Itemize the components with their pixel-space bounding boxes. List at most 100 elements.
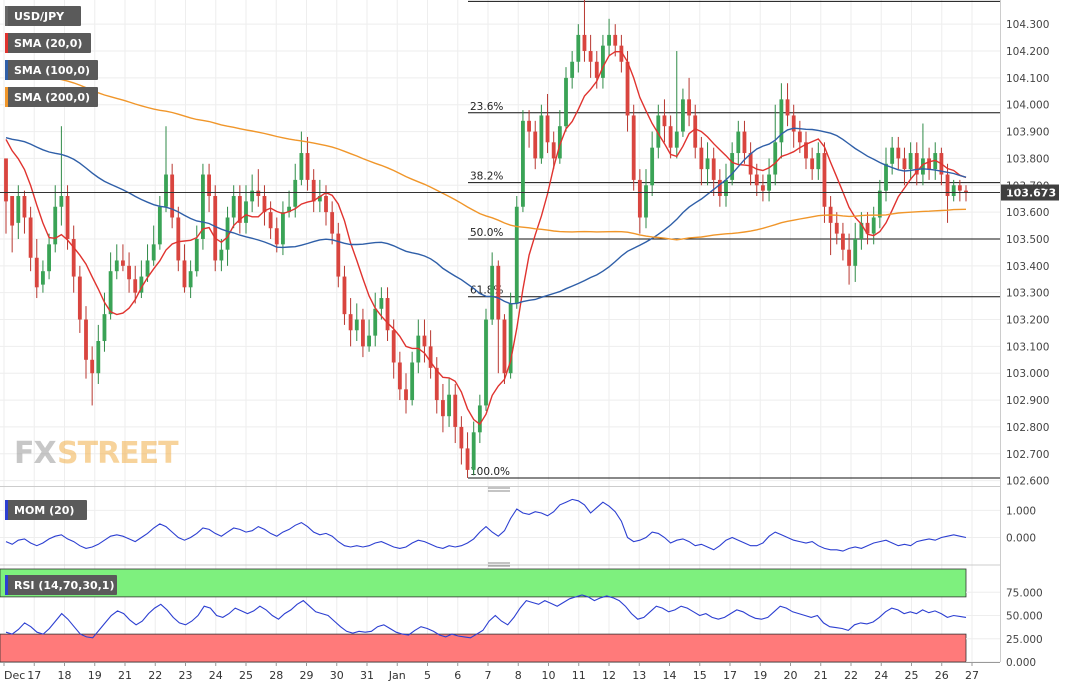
candle [170, 163, 175, 229]
candle-body [754, 174, 759, 186]
candle-body [822, 153, 827, 207]
candle-body [201, 174, 205, 239]
candle [693, 104, 698, 159]
mom-tick-label: 1.000 [1006, 505, 1036, 517]
candle-body [348, 314, 353, 331]
sma20-tag[interactable]: SMA (20,0) [5, 33, 91, 53]
candle-body [268, 212, 273, 229]
candle-body [367, 335, 371, 347]
candle [84, 306, 88, 379]
candle [361, 308, 365, 358]
candle-body [262, 196, 267, 213]
candle-body [145, 260, 150, 277]
candle [681, 88, 685, 137]
legend-tag-bg [5, 6, 81, 26]
candle-body [521, 120, 525, 207]
main-panel [0, 0, 1000, 486]
candle-body [681, 99, 685, 132]
candle [539, 104, 544, 164]
legend-color-swatch [5, 60, 8, 80]
candle [841, 222, 845, 261]
rsi-oversold-zone [0, 633, 967, 663]
legend-tag-bg [5, 575, 117, 595]
candle-body [34, 257, 39, 288]
legend-tag-label: SMA (200,0) [14, 91, 90, 104]
candle [194, 225, 199, 277]
candle-body [514, 206, 519, 304]
date-tick-label: 18 [58, 669, 72, 682]
candle-body [502, 319, 507, 374]
candle-body [662, 115, 667, 127]
candle [22, 190, 27, 234]
candle [724, 163, 728, 207]
candle [47, 233, 51, 280]
candle [705, 142, 710, 186]
price-tick-label: 104.100 [1006, 73, 1049, 85]
rsi-tick-label: 0.000 [1006, 657, 1036, 669]
candle-body [477, 405, 482, 433]
candle-body [4, 158, 8, 202]
date-tick-label: 24 [874, 669, 888, 682]
date-tick-label: 25 [239, 669, 253, 682]
main-plot-area [0, 0, 1000, 486]
candle-body [127, 265, 131, 280]
candle-body [964, 190, 968, 193]
candle [336, 222, 341, 288]
sma100-tag[interactable]: SMA (100,0) [5, 60, 98, 80]
candle-body [761, 185, 765, 191]
candle [847, 233, 851, 285]
candle-body [213, 196, 218, 261]
rsi-tick-label: 50.000 [1006, 611, 1043, 623]
candle-body [588, 51, 593, 62]
candle [576, 24, 581, 73]
mom-tag[interactable]: MOM (20) [5, 500, 87, 520]
candle-body [533, 131, 538, 159]
fibonacci-levels: 23.6% 38.2% 50.0% 61.8% 100.0% [468, 0, 1000, 479]
candle [330, 201, 335, 245]
candle-body [619, 45, 624, 62]
date-tick-label: 24 [209, 669, 223, 682]
resize-handle-momentum[interactable] [488, 487, 510, 492]
candle [90, 346, 95, 406]
candle [305, 136, 310, 191]
candle-body [157, 206, 162, 245]
date-tick-label: 27 [965, 669, 979, 682]
candle [859, 212, 864, 250]
rsi-tag[interactable]: RSI (14,70,30,1) [5, 575, 117, 595]
candle-body [785, 99, 790, 116]
candle-body [453, 394, 458, 427]
grid [0, 0, 1001, 662]
candle [59, 126, 64, 226]
candle [853, 222, 858, 282]
candle [650, 131, 655, 197]
candle-body [797, 131, 802, 143]
candle [810, 147, 815, 180]
candle [453, 383, 458, 444]
date-tick-label: 22 [844, 669, 858, 682]
date-tick-label: 20 [784, 669, 798, 682]
legend-color-swatch [5, 87, 8, 107]
candle-body [10, 196, 15, 226]
date-tick-label: 21 [814, 669, 828, 682]
candle [521, 110, 525, 213]
legend-color-swatch [5, 500, 8, 520]
candle-body [859, 222, 864, 239]
candle-body [404, 389, 408, 401]
candle [151, 225, 156, 266]
candle-body [28, 217, 33, 258]
candle [699, 136, 704, 186]
candle [865, 212, 870, 245]
sma-line-1 [5, 51, 967, 426]
candle-body [59, 196, 64, 207]
candle-body [207, 174, 211, 197]
resize-handle-rsi[interactable] [488, 562, 510, 567]
candle [508, 292, 513, 379]
candle-body [231, 196, 236, 218]
sma200-tag[interactable]: SMA (200,0) [5, 87, 98, 107]
candle-body [705, 158, 710, 170]
candle-body [834, 222, 839, 234]
candle-body [65, 196, 70, 239]
symbol-tag[interactable]: USD/JPY [5, 6, 81, 26]
candle-body [170, 174, 175, 218]
candle [53, 185, 58, 253]
